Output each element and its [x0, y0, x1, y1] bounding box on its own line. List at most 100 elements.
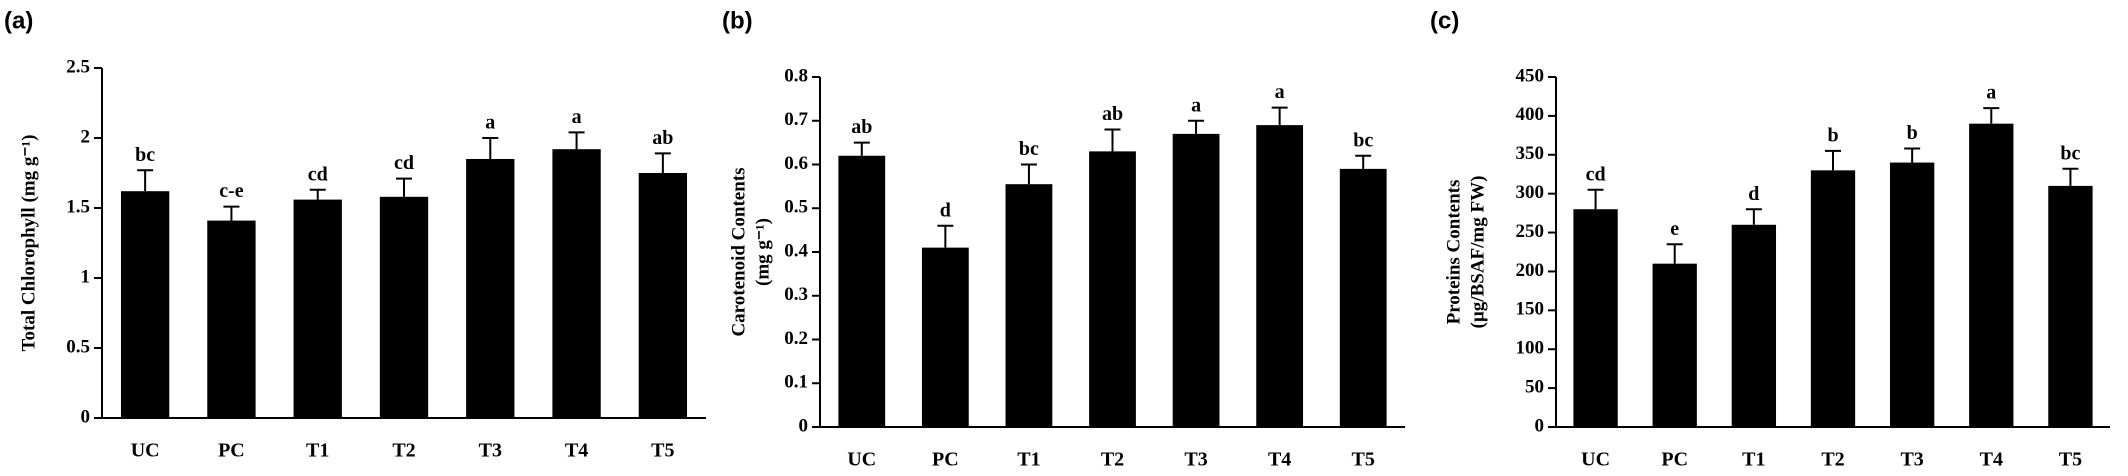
- y-axis-label: (mg g⁻¹): [752, 218, 773, 286]
- y-tick-label: 0.8: [784, 65, 808, 86]
- panel-label: (c): [1430, 7, 1459, 34]
- error-bar: [1904, 147, 1921, 163]
- y-tick-label: 0.4: [784, 240, 808, 261]
- y-tick-label: 0: [1535, 415, 1545, 436]
- bar: [1339, 168, 1387, 427]
- x-tick-label: T5: [651, 440, 674, 462]
- error-bar: [2062, 167, 2079, 186]
- bar: [1969, 123, 2014, 428]
- error-bar: [937, 224, 954, 248]
- bar: [2048, 185, 2093, 427]
- error-bar: [1104, 128, 1121, 152]
- error-bar: [482, 137, 499, 159]
- y-tick-label: 250: [1516, 221, 1545, 242]
- significance-letter: b: [1827, 124, 1838, 146]
- bar: [921, 247, 969, 427]
- error-bar: [396, 177, 412, 197]
- significance-letter: ab: [851, 116, 872, 138]
- x-tick-label: PC: [218, 440, 245, 462]
- y-tick-label: 1: [81, 266, 91, 287]
- error-bar: [1983, 107, 2000, 124]
- significance-letter: ab: [652, 127, 673, 149]
- x-tick-label: UC: [847, 449, 876, 471]
- y-tick-label: 2.5: [66, 56, 90, 77]
- error-bar: [223, 205, 240, 221]
- y-tick-label: 150: [1516, 299, 1545, 320]
- significance-letter: e: [1670, 218, 1679, 240]
- y-tick-label: 0.1: [784, 372, 808, 393]
- x-tick-label: T1: [1017, 449, 1040, 471]
- y-tick-label: 2: [81, 126, 91, 147]
- y-tick-label: 1.5: [66, 196, 90, 217]
- error-bar: [1825, 149, 1841, 171]
- y-tick-label: 0.7: [784, 109, 808, 130]
- x-tick-label: T3: [1900, 449, 1923, 471]
- x-tick-label: UC: [131, 440, 160, 462]
- y-tick-label: 0.3: [784, 284, 808, 305]
- y-axis-label: Total Chlorophyll (mg g⁻¹): [18, 135, 39, 352]
- error-bar: [309, 188, 326, 200]
- x-tick-label: T2: [392, 440, 415, 462]
- significance-letter: bc: [2060, 142, 2080, 164]
- y-tick-label: 0.5: [784, 197, 808, 218]
- error-bar: [137, 169, 154, 192]
- x-tick-label: PC: [932, 449, 959, 471]
- bar: [838, 155, 886, 427]
- significance-letter: a: [572, 106, 582, 128]
- bar: [638, 173, 688, 418]
- significance-letter: a: [1275, 81, 1285, 103]
- significance-letter: cd: [1586, 163, 1606, 185]
- y-axis-label: Carotenoid Contents: [728, 167, 749, 336]
- x-tick-label: T4: [1980, 449, 2003, 471]
- bar: [1731, 224, 1777, 427]
- significance-letter: bc: [135, 144, 155, 166]
- bar: [1005, 184, 1053, 427]
- y-tick-label: 200: [1516, 260, 1545, 281]
- error-bar: [654, 152, 671, 173]
- error-bar: [1587, 188, 1604, 210]
- significance-letter: cd: [308, 163, 328, 185]
- y-tick-label: 0.5: [66, 336, 90, 357]
- x-tick-label: T3: [1184, 449, 1207, 471]
- significance-letter: bc: [1019, 138, 1039, 160]
- error-bar: [1666, 243, 1683, 264]
- panel-label: (a): [4, 7, 33, 34]
- bar: [293, 199, 342, 418]
- y-axis-label: Proteins Contents: [1443, 180, 1464, 325]
- bar: [207, 220, 256, 418]
- significance-letter: ab: [1102, 103, 1123, 125]
- bar: [1810, 170, 1856, 428]
- bar: [1889, 162, 1935, 428]
- significance-letter: c-e: [219, 180, 244, 202]
- bar: [1652, 263, 1697, 427]
- significance-letter: d: [1748, 183, 1759, 205]
- x-tick-label: T2: [1101, 449, 1124, 471]
- y-tick-label: 350: [1516, 143, 1545, 164]
- y-tick-label: 0.6: [784, 153, 808, 174]
- error-bar: [853, 141, 870, 156]
- bar: [466, 159, 515, 418]
- y-tick-label: 50: [1525, 376, 1544, 397]
- bar: [1573, 209, 1618, 427]
- significance-letter: d: [940, 199, 951, 221]
- error-bar: [1188, 119, 1205, 134]
- bar: [120, 191, 170, 418]
- error-bar: [1020, 163, 1037, 185]
- x-tick-label: T2: [1821, 449, 1844, 471]
- significance-letter: b: [1907, 122, 1918, 144]
- bar: [552, 149, 601, 418]
- x-tick-label: T1: [1742, 449, 1765, 471]
- y-tick-label: 100: [1516, 338, 1545, 359]
- error-bar: [1355, 154, 1372, 169]
- significance-letter: a: [1986, 82, 1996, 104]
- x-tick-label: PC: [1661, 449, 1688, 471]
- y-tick-label: 400: [1516, 104, 1545, 125]
- x-tick-label: T4: [565, 440, 588, 462]
- bar: [1256, 125, 1304, 427]
- y-tick-label: 0.2: [784, 328, 808, 349]
- significance-letter: a: [1191, 94, 1201, 116]
- significance-letter: a: [485, 112, 495, 134]
- x-tick-label: T4: [1268, 449, 1291, 471]
- error-bar: [1745, 208, 1762, 225]
